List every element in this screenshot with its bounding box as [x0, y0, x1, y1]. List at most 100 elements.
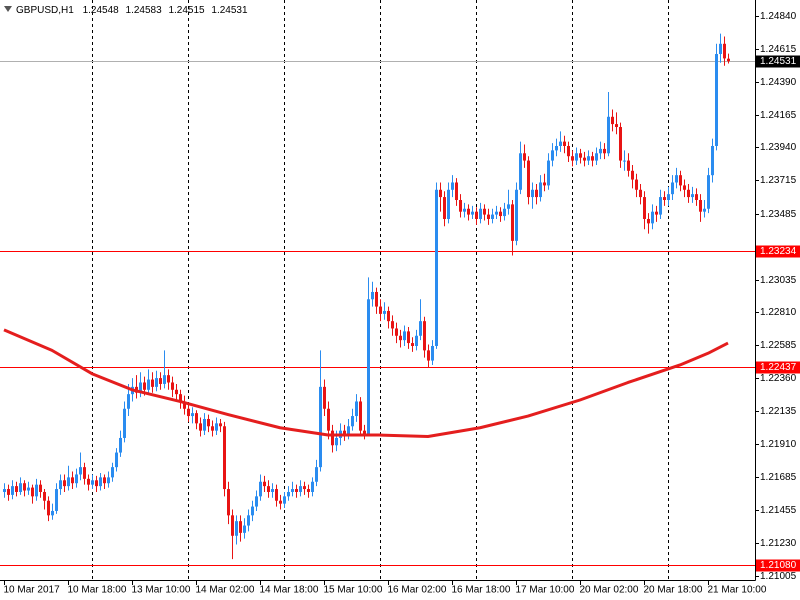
candle-body: [375, 291, 378, 307]
candle-body: [523, 153, 526, 161]
candle-body: [351, 416, 354, 427]
candle-body: [419, 321, 422, 336]
candle-body: [459, 200, 462, 212]
candle-body: [567, 145, 570, 157]
candle-body: [671, 182, 674, 195]
candle-body: [583, 157, 586, 161]
candle-body: [211, 426, 214, 431]
open: 1.24548: [83, 5, 120, 16]
candle-body: [551, 150, 554, 161]
candle-body: [603, 148, 606, 154]
candle-body: [447, 189, 450, 219]
candle-body: [183, 401, 186, 409]
y-tick-label: 1.22135: [760, 406, 797, 417]
period-separators: [92, 0, 669, 580]
price-label-box: [756, 559, 800, 572]
candle-body: [555, 145, 558, 151]
candle-body: [147, 379, 150, 390]
candle-body: [155, 378, 158, 387]
candle-body: [451, 182, 454, 190]
candle-body: [495, 211, 498, 215]
candle-body: [335, 437, 338, 446]
y-tick-label: 1.24165: [760, 110, 797, 121]
candle-body: [167, 375, 170, 383]
candle-body: [323, 386, 326, 409]
candle-body: [299, 486, 302, 492]
candle-body: [591, 156, 594, 161]
candle-body: [307, 489, 310, 492]
x-tick-label: 10 Mar 18:00: [68, 585, 127, 596]
candle-body: [51, 510, 54, 516]
candle-body: [295, 489, 298, 492]
candle-body: [71, 477, 74, 484]
candle-body: [255, 496, 258, 507]
x-tick-label: 15 Mar 10:00: [324, 585, 383, 596]
candle-body: [415, 335, 418, 346]
candle-body: [391, 321, 394, 329]
y-tick-label: 1.22810: [760, 307, 797, 318]
candle-body: [311, 481, 314, 492]
candle-body: [159, 378, 162, 384]
candle-body: [623, 160, 626, 162]
candle-body: [303, 486, 306, 490]
candle-body: [423, 321, 426, 351]
candle-body: [535, 189, 538, 198]
candle-body: [651, 211, 654, 224]
candle-body: [163, 375, 166, 384]
candle-body: [171, 382, 174, 390]
y-tick-label: 1.23485: [760, 209, 797, 220]
candle-body: [263, 481, 266, 487]
symbol: GBPUSD,H1: [16, 5, 74, 16]
candle-body: [723, 43, 726, 59]
candle-body: [151, 379, 154, 387]
candle-body: [659, 197, 662, 215]
moving-average: [3, 328, 729, 438]
header-text: GBPUSD,H1 1.24548 1.24583 1.24515 1.2453…: [16, 5, 248, 16]
candle-body: [683, 185, 686, 190]
candle-body: [283, 496, 286, 504]
y-tick-label: 1.24390: [760, 77, 797, 88]
candle-body: [691, 194, 694, 198]
menu-icon[interactable]: [4, 6, 12, 12]
candle-body: [527, 160, 530, 198]
candle-body: [179, 394, 182, 402]
candle-body: [531, 189, 534, 198]
candle-body: [199, 423, 202, 431]
x-tick-label: 14 Mar 02:00: [196, 585, 255, 596]
candle-body: [43, 491, 46, 501]
y-tick-label: 1.23035: [760, 275, 797, 286]
candle-body: [515, 189, 518, 241]
candle-body: [175, 389, 178, 395]
candle-body: [119, 437, 122, 453]
candle-body: [343, 430, 346, 434]
candle-body: [219, 423, 222, 427]
candle-body: [59, 480, 62, 490]
candle-body: [231, 515, 234, 536]
candle-body: [707, 175, 710, 209]
x-tick-label: 16 Mar 18:00: [452, 585, 511, 596]
high: 1.24583: [126, 5, 163, 16]
candle-body: [615, 124, 618, 128]
candle-body: [187, 408, 190, 417]
candle-body: [27, 487, 30, 491]
candle-body: [483, 208, 486, 215]
candle-body: [371, 291, 374, 300]
candle-body: [15, 486, 18, 492]
candle-body: [7, 489, 10, 495]
x-tick-label: 14 Mar 18:00: [260, 585, 319, 596]
axis: 1.24840 1.24615 1.24390 1.24165 1.23940 1.237…: [4, 11, 800, 596]
candle-body: [679, 175, 682, 186]
candle-body: [407, 331, 410, 344]
candle-body: [663, 197, 666, 200]
candle-body: [571, 156, 574, 161]
candle-body: [427, 350, 430, 361]
candle-body: [355, 401, 358, 417]
candle-body: [499, 211, 502, 217]
candle-body: [507, 204, 510, 209]
candle-body: [327, 408, 330, 431]
y-tick-label: 1.21005: [760, 571, 797, 582]
candle-body: [643, 197, 646, 219]
price-label: 1.21080: [760, 560, 797, 571]
y-tick-label: 1.22360: [760, 373, 797, 384]
candle-body: [687, 189, 690, 198]
